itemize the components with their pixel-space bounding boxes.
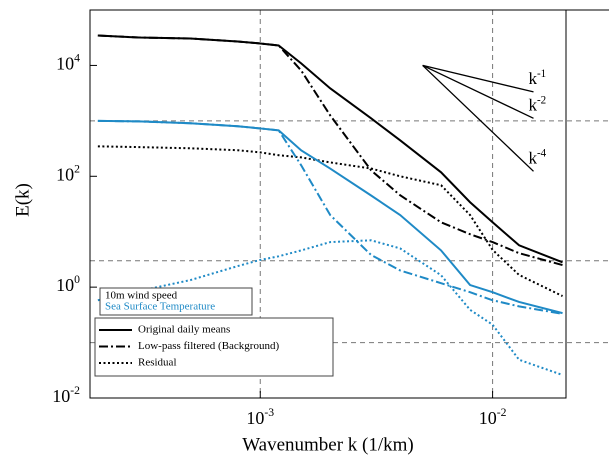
x-tick-label: 10-2	[479, 406, 507, 428]
slope-label-base: k	[529, 148, 538, 167]
y-tick-label-base: 10	[56, 164, 74, 184]
slope-line	[422, 64, 534, 172]
slope-label: k-4	[529, 147, 547, 167]
slope-label-exponent: -4	[537, 147, 547, 159]
series-line	[97, 145, 563, 297]
slope-label: k-1	[529, 67, 547, 87]
x-axis-label: Wavenumber k (1/km)	[242, 434, 414, 455]
slope-label-base: k	[529, 69, 538, 88]
x-tick-label-exponent: -2	[497, 406, 507, 419]
x-tick-label-base: 10	[479, 408, 497, 428]
y-tick-label-base: 10	[56, 275, 74, 295]
slope-label-exponent: -1	[537, 67, 546, 79]
legend-box	[99, 287, 253, 316]
legend-label: 10m wind speed	[105, 290, 178, 302]
y-tick-label: 10-2	[52, 384, 80, 406]
y-tick-label: 102	[56, 162, 80, 184]
y-axis-label: E(k)	[12, 183, 33, 217]
slope-line	[422, 64, 534, 93]
slope-label-base: k	[529, 95, 538, 114]
slope-label-exponent: -2	[537, 94, 546, 106]
slope-line	[422, 64, 534, 119]
legend-label: Residual	[138, 357, 177, 369]
y-tick-label-base: 10	[56, 54, 74, 74]
legend-label: Low-pass filtered (Background)	[138, 340, 279, 352]
slope-label: k-2	[529, 94, 547, 114]
y-tick-label-base: 10	[52, 386, 70, 406]
legend-label: Original daily means	[138, 324, 230, 336]
y-tick-label-exponent: 0	[74, 273, 80, 286]
x-tick-label-base: 10	[246, 408, 264, 428]
series-line	[97, 119, 563, 315]
y-tick-label-exponent: -2	[70, 384, 80, 397]
y-tick-label: 104	[56, 52, 80, 74]
plot-frame	[89, 9, 567, 399]
legend-box	[94, 317, 334, 377]
x-tick-label: 10-3	[246, 406, 274, 428]
y-tick-label-exponent: 2	[74, 162, 80, 175]
legend-label: Sea Surface Temperature	[105, 301, 215, 313]
y-tick-label: 100	[56, 273, 80, 295]
x-tick-label-exponent: -3	[264, 406, 274, 419]
series-line	[97, 34, 563, 267]
series-line	[97, 239, 563, 376]
y-tick-label-exponent: 4	[74, 52, 80, 65]
